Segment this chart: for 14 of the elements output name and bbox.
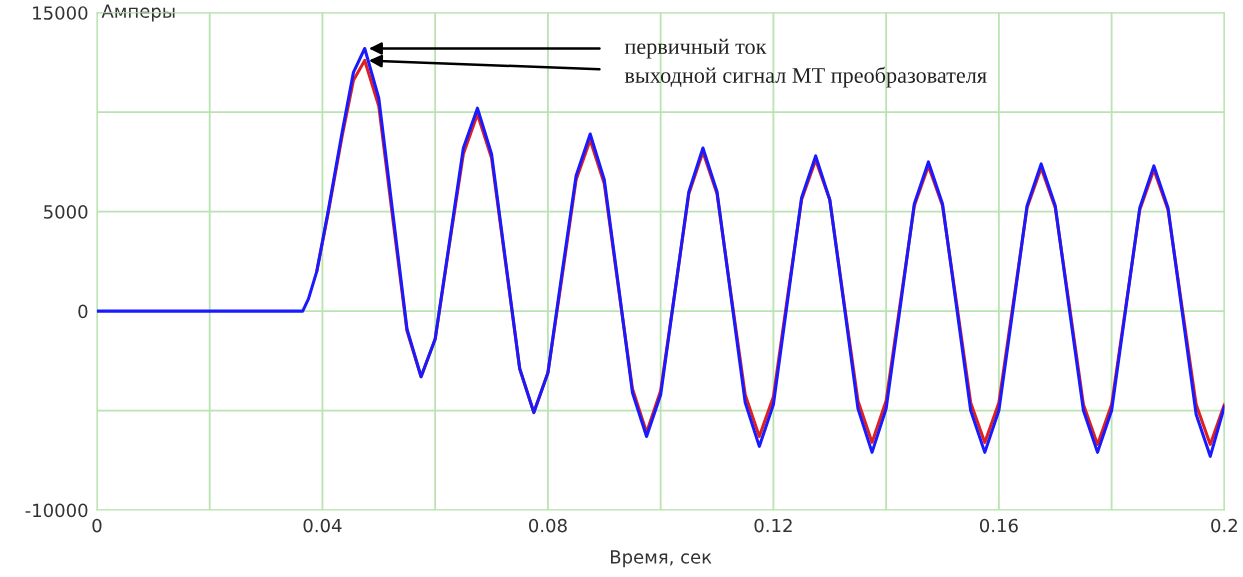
x-tick-label: 0.2 xyxy=(1211,518,1237,533)
y-tick-label: 5000 xyxy=(44,205,88,219)
x-tick-label: 0.12 xyxy=(754,518,792,533)
y-tick-label: -10000 xyxy=(25,503,88,518)
x-tick-label: 0.16 xyxy=(979,518,1018,533)
x-tick-label: 0.04 xyxy=(303,518,342,533)
y-tick-label: 0 xyxy=(78,304,88,319)
x-axis-title: Время, сек xyxy=(610,550,712,568)
y-tick-label: 15000 xyxy=(33,6,88,20)
x-tick-label: 0.08 xyxy=(529,518,567,533)
x-tick-label: 0 xyxy=(92,518,102,533)
y-axis-title: Амперы xyxy=(101,4,175,22)
annotation: выходной сигнал МТ преобразователя xyxy=(624,66,987,88)
annotation: первичный ток xyxy=(624,38,767,59)
